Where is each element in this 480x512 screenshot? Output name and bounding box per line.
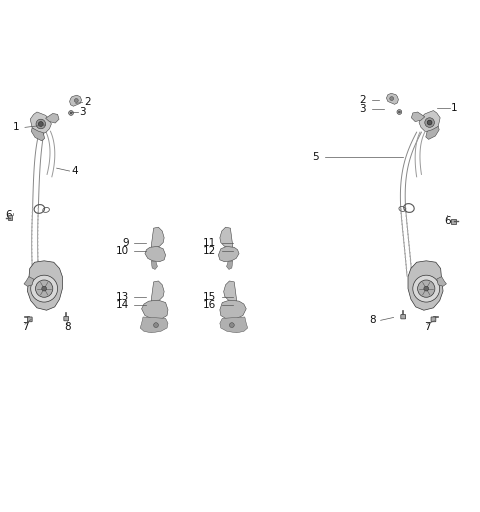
Text: 9: 9 — [122, 238, 129, 248]
Polygon shape — [140, 317, 168, 333]
Circle shape — [69, 111, 73, 115]
Circle shape — [74, 98, 78, 102]
Polygon shape — [224, 281, 237, 303]
Circle shape — [154, 323, 158, 328]
Text: 2: 2 — [360, 95, 366, 104]
Polygon shape — [220, 317, 248, 333]
Circle shape — [418, 280, 435, 297]
Polygon shape — [30, 112, 51, 134]
Polygon shape — [46, 114, 59, 123]
Circle shape — [390, 97, 394, 100]
Polygon shape — [411, 112, 425, 121]
Polygon shape — [419, 111, 440, 132]
Polygon shape — [227, 261, 233, 269]
Text: 7: 7 — [424, 322, 431, 332]
Polygon shape — [31, 128, 45, 141]
Circle shape — [36, 280, 53, 297]
Polygon shape — [151, 281, 164, 303]
Text: 15: 15 — [203, 292, 216, 302]
Polygon shape — [386, 93, 398, 104]
Text: 12: 12 — [203, 246, 216, 256]
Text: 8: 8 — [370, 315, 376, 325]
Polygon shape — [408, 261, 443, 310]
Text: 5: 5 — [312, 152, 319, 162]
Text: 8: 8 — [64, 322, 71, 332]
Circle shape — [36, 119, 46, 129]
Text: 1: 1 — [12, 122, 19, 133]
Polygon shape — [218, 246, 239, 262]
Text: 3: 3 — [79, 107, 86, 117]
Text: 14: 14 — [115, 301, 129, 310]
Text: 3: 3 — [359, 104, 366, 114]
Polygon shape — [151, 227, 164, 249]
Text: 6: 6 — [5, 210, 12, 220]
Polygon shape — [70, 95, 82, 106]
FancyBboxPatch shape — [8, 215, 12, 220]
Circle shape — [397, 110, 402, 114]
Circle shape — [31, 275, 58, 302]
Circle shape — [427, 120, 432, 125]
Polygon shape — [220, 227, 233, 249]
Text: 16: 16 — [203, 301, 216, 310]
Circle shape — [70, 112, 72, 114]
Polygon shape — [142, 300, 168, 319]
FancyBboxPatch shape — [451, 219, 456, 224]
Circle shape — [229, 323, 234, 328]
Polygon shape — [437, 276, 446, 286]
Circle shape — [398, 111, 400, 113]
Text: 2: 2 — [84, 97, 91, 108]
FancyBboxPatch shape — [401, 314, 406, 319]
Circle shape — [413, 275, 440, 302]
Polygon shape — [27, 261, 62, 310]
Circle shape — [424, 286, 429, 291]
Text: 10: 10 — [116, 246, 129, 256]
Text: 4: 4 — [71, 166, 78, 176]
Text: 11: 11 — [203, 238, 216, 248]
Polygon shape — [426, 126, 439, 139]
Polygon shape — [145, 246, 166, 262]
Circle shape — [42, 286, 47, 291]
Polygon shape — [220, 300, 246, 319]
Polygon shape — [151, 261, 157, 269]
FancyBboxPatch shape — [431, 317, 436, 322]
Polygon shape — [24, 276, 34, 286]
Text: 13: 13 — [115, 292, 129, 302]
Circle shape — [38, 122, 43, 126]
Circle shape — [425, 118, 434, 127]
FancyBboxPatch shape — [64, 316, 69, 321]
FancyBboxPatch shape — [27, 317, 32, 322]
Text: 1: 1 — [451, 103, 458, 113]
Text: 6: 6 — [444, 217, 451, 226]
Text: 7: 7 — [22, 322, 28, 332]
